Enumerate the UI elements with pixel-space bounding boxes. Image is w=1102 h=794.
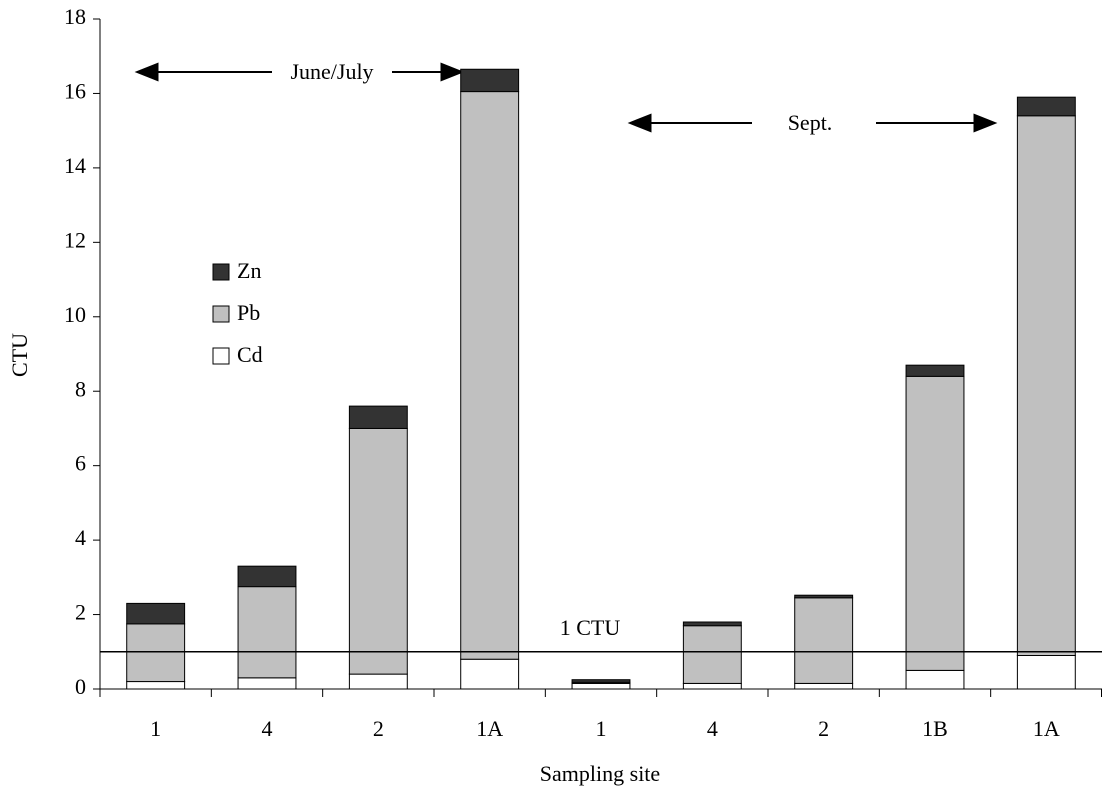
legend-label: Pb: [237, 300, 260, 325]
bar-segment: [794, 594, 854, 599]
bar-segment: [348, 673, 408, 690]
bar-segment: [348, 405, 408, 429]
y-tick-label: 8: [75, 376, 86, 401]
bar-segment: [126, 681, 186, 690]
legend-swatch: [212, 347, 230, 365]
bar-segment: [237, 677, 297, 690]
bar-segment: [126, 623, 186, 683]
y-tick-label: 16: [64, 78, 86, 103]
x-axis-label: Sampling site: [540, 761, 660, 786]
y-tick-label: 6: [75, 451, 86, 476]
bar-segment: [1016, 655, 1076, 690]
bar-segment: [460, 658, 520, 690]
x-tick-label: 2: [373, 716, 384, 741]
bar-segment: [571, 679, 631, 683]
bar-segment: [682, 682, 742, 690]
legend-swatch: [212, 305, 230, 323]
legend-label: Cd: [237, 342, 263, 367]
x-tick-label: 1: [596, 716, 607, 741]
bar-segment: [905, 669, 965, 690]
y-tick-label: 2: [75, 600, 86, 625]
y-tick-label: 14: [64, 153, 86, 178]
x-tick-label: 1: [150, 716, 161, 741]
y-tick-label: 10: [64, 302, 86, 327]
x-tick-label: 1A: [1033, 716, 1060, 741]
x-tick-label: 2: [818, 716, 829, 741]
bar-segment: [1016, 115, 1076, 657]
reference-label: 1 CTU: [560, 615, 621, 640]
bar-segment: [348, 427, 408, 675]
x-tick-label: 4: [262, 716, 273, 741]
legend-label: Zn: [237, 258, 261, 283]
bar-segment: [1016, 96, 1076, 117]
bar-segment: [794, 682, 854, 690]
bar-segment: [571, 682, 631, 690]
bar-segment: [126, 602, 186, 625]
annotation: June/July: [290, 59, 373, 84]
bar-segment: [237, 586, 297, 679]
x-tick-label: 1B: [922, 716, 948, 741]
bar-segment: [460, 91, 520, 660]
y-tick-label: 4: [75, 525, 86, 550]
y-tick-label: 12: [64, 227, 86, 252]
bar-segment: [905, 375, 965, 671]
bar-segment: [905, 364, 965, 377]
bar-segment: [682, 625, 742, 684]
bar-segment: [794, 597, 854, 684]
bar-segment: [460, 68, 520, 93]
y-tick-label: 0: [75, 674, 86, 699]
legend-swatch: [212, 263, 230, 281]
annotation: Sept.: [788, 110, 833, 135]
y-tick-label: 18: [64, 4, 86, 29]
bar-segment: [237, 565, 297, 588]
y-axis-label: CTU: [7, 333, 32, 377]
x-tick-label: 1A: [476, 716, 503, 741]
bar-segment: [682, 621, 742, 627]
x-tick-label: 4: [707, 716, 718, 741]
